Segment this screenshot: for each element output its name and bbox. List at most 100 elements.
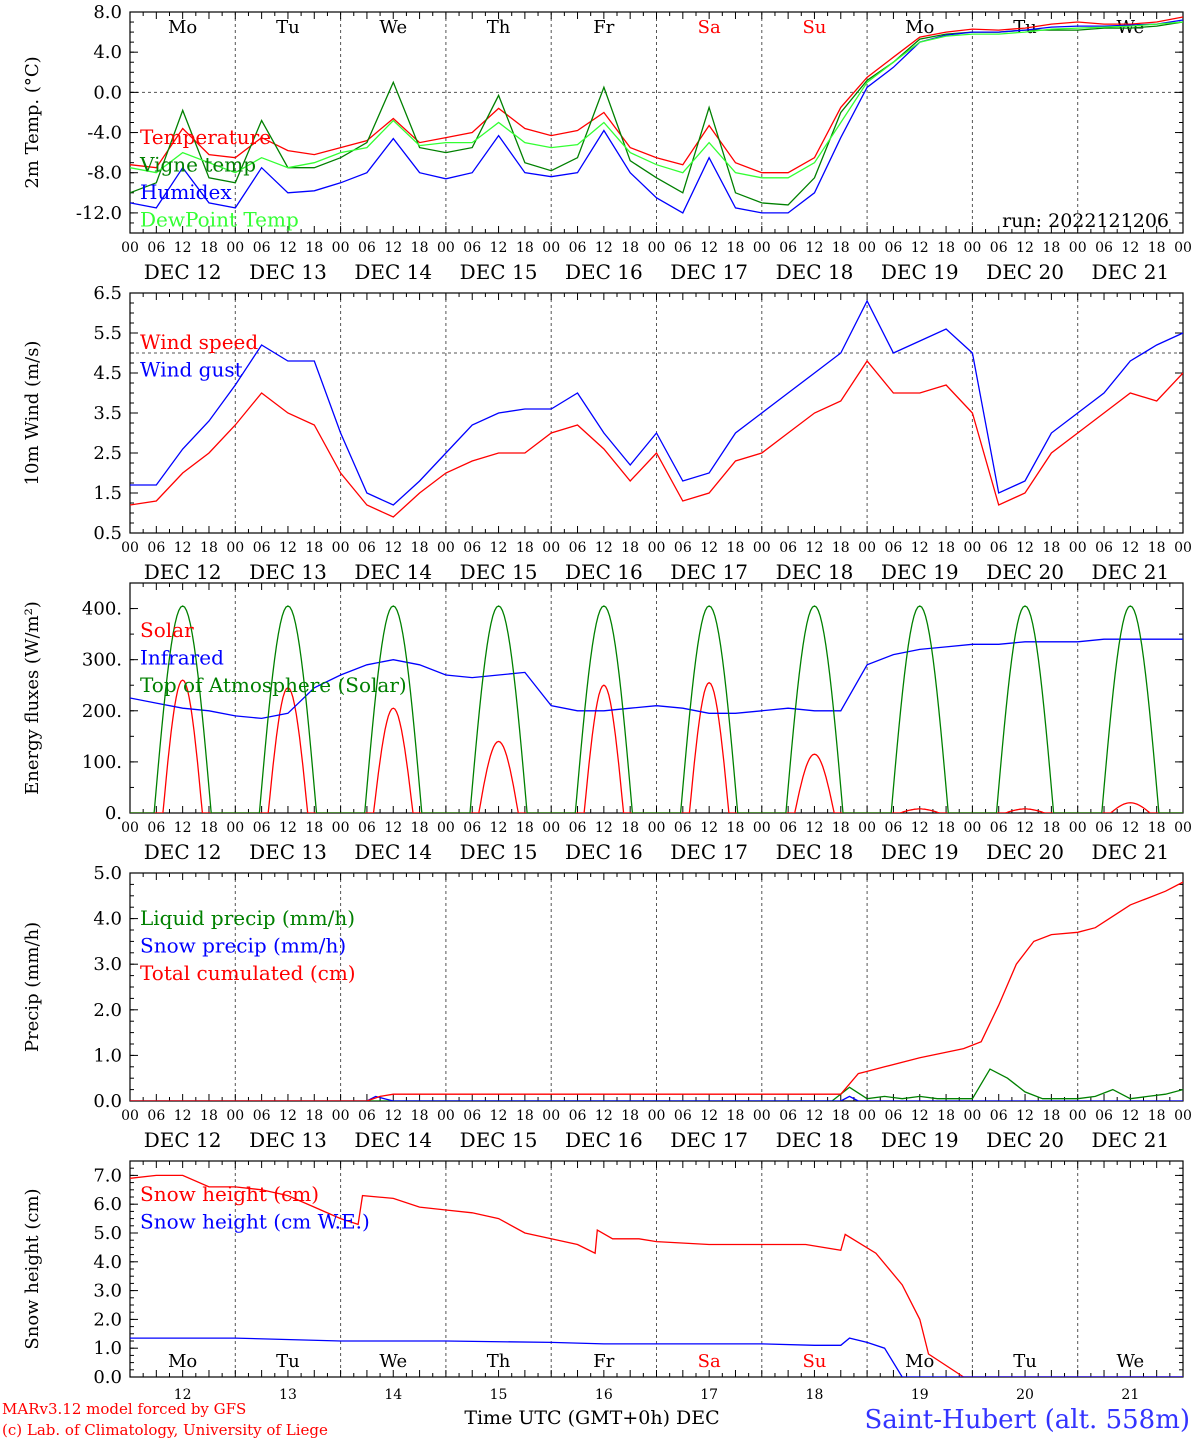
hour-tick-label: 06	[674, 540, 692, 556]
hour-tick-label: 12	[174, 1108, 192, 1124]
hour-tick-label: 00	[963, 540, 981, 556]
hour-tick-label: 12	[279, 240, 297, 256]
hour-tick-label: 18	[937, 1108, 955, 1124]
hour-tick-label: 18	[1148, 820, 1166, 836]
y-tick-label: 0.	[105, 803, 122, 824]
hour-tick-label: 12	[700, 820, 718, 836]
day-letter: Fr	[593, 17, 614, 38]
day-label: DEC 13	[249, 840, 327, 864]
bottom-day-number: 13	[279, 1387, 297, 1403]
hour-tick-label: 18	[1042, 240, 1060, 256]
y-tick-label: 0.0	[93, 82, 122, 103]
day-label: DEC 16	[565, 1128, 643, 1152]
hour-tick-label: 06	[674, 240, 692, 256]
hour-tick-label: 06	[1095, 540, 1113, 556]
hour-tick-label: 18	[621, 240, 639, 256]
hour-tick-label: 06	[779, 820, 797, 836]
day-label: DEC 15	[460, 840, 538, 864]
day-label: DEC 14	[354, 1128, 432, 1152]
legend-entry: Snow height (cm)	[140, 1182, 319, 1206]
hour-tick-label: 06	[569, 240, 587, 256]
hour-tick-label: 18	[411, 240, 429, 256]
day-label: DEC 21	[1091, 260, 1169, 284]
hour-tick-label: 00	[121, 540, 139, 556]
bottom-day-number: 17	[700, 1387, 718, 1403]
hour-tick-label: 18	[937, 540, 955, 556]
hour-tick-label: 12	[911, 1108, 929, 1124]
legend-entry: Total cumulated (cm)	[140, 961, 356, 985]
legend-entry: Temperature	[140, 125, 271, 149]
hour-tick-label: 06	[147, 540, 165, 556]
hour-tick-label: 00	[1174, 240, 1192, 256]
day-label: DEC 14	[354, 260, 432, 284]
hour-tick-label: 12	[595, 820, 613, 836]
day-letter: We	[379, 17, 407, 38]
hour-tick-label: 12	[911, 240, 929, 256]
hour-tick-label: 00	[1069, 820, 1087, 836]
y-tick-label: 1.5	[93, 483, 122, 504]
series-line-total-cumulated-cm	[130, 881, 1183, 1101]
y-axis-title: 10m Wind (m/s)	[22, 341, 43, 486]
hour-tick-label: 18	[200, 1108, 218, 1124]
hour-tick-label: 00	[753, 820, 771, 836]
panel-wind: 6.5 5.5 4.5 3.5 2.5 1.5 0.5 10m Wind (m/s) 00 06 1…	[22, 283, 1192, 584]
hour-tick-label: 12	[174, 240, 192, 256]
hour-tick-label: 06	[779, 540, 797, 556]
y-axis-title: Snow height (cm)	[22, 1188, 43, 1349]
panel-energy: 400. 300. 200. 100. 0. Energy fluxes (W/m²) 00…	[22, 582, 1192, 864]
hour-tick-label: 06	[885, 240, 903, 256]
legend-entry: Infrared	[140, 646, 224, 670]
legend-entry: Top of Atmosphere (Solar)	[140, 673, 407, 697]
y-tick-label: 2.0	[93, 1000, 122, 1021]
hour-tick-label: 12	[1121, 240, 1139, 256]
hour-tick-label: 18	[832, 240, 850, 256]
hour-tick-label: 06	[779, 1108, 797, 1124]
hour-tick-label: 06	[253, 1108, 271, 1124]
hour-tick-label: 18	[937, 820, 955, 836]
y-axis-title: Energy fluxes (W/m²)	[22, 601, 43, 795]
y-tick-label: 4.0	[93, 1252, 122, 1273]
hour-tick-label: 12	[279, 540, 297, 556]
hour-tick-label: 18	[1042, 1108, 1060, 1124]
bottom-day-number: 18	[806, 1387, 824, 1403]
hour-tick-label: 00	[542, 240, 560, 256]
bottom-day-number: 16	[595, 1387, 613, 1403]
hour-tick-label: 06	[674, 820, 692, 836]
day-label: DEC 12	[144, 840, 222, 864]
hour-tick-label: 12	[1121, 820, 1139, 836]
series-line-wind-speed	[130, 359, 1183, 518]
day-letter: We	[379, 1351, 407, 1372]
hour-tick-label: 12	[911, 820, 929, 836]
hour-tick-label: 06	[463, 540, 481, 556]
hour-tick-label: 06	[463, 1108, 481, 1124]
hour-tick-label: 00	[1069, 240, 1087, 256]
day-letter: Mo	[905, 1351, 934, 1372]
day-label: DEC 14	[354, 560, 432, 584]
day-label: DEC 12	[144, 560, 222, 584]
day-label: DEC 17	[670, 560, 748, 584]
hour-tick-label: 12	[1016, 240, 1034, 256]
day-label: DEC 17	[670, 260, 748, 284]
hour-tick-label: 06	[147, 820, 165, 836]
hour-tick-label: 12	[700, 540, 718, 556]
day-letter: Mo	[168, 1351, 197, 1372]
hour-tick-label: 00	[648, 820, 666, 836]
hour-tick-label: 00	[963, 1108, 981, 1124]
y-axis-title: Precip (mm/h)	[22, 922, 43, 1052]
hour-tick-label: 00	[437, 820, 455, 836]
hour-tick-label: 18	[832, 1108, 850, 1124]
hour-tick-label: 06	[569, 540, 587, 556]
hour-tick-label: 18	[305, 540, 323, 556]
hour-tick-label: 00	[1069, 1108, 1087, 1124]
hour-tick-label: 12	[1016, 1108, 1034, 1124]
y-tick-label: 3.0	[93, 954, 122, 975]
series-line-humidex	[130, 19, 1183, 214]
hour-tick-label: 18	[727, 820, 745, 836]
hour-tick-label: 18	[621, 820, 639, 836]
day-label: DEC 13	[249, 260, 327, 284]
day-label: DEC 20	[986, 260, 1064, 284]
day-label: DEC 19	[881, 840, 959, 864]
hour-tick-label: 00	[332, 820, 350, 836]
y-tick-label: 4.0	[93, 42, 122, 63]
hour-tick-label: 06	[1095, 240, 1113, 256]
